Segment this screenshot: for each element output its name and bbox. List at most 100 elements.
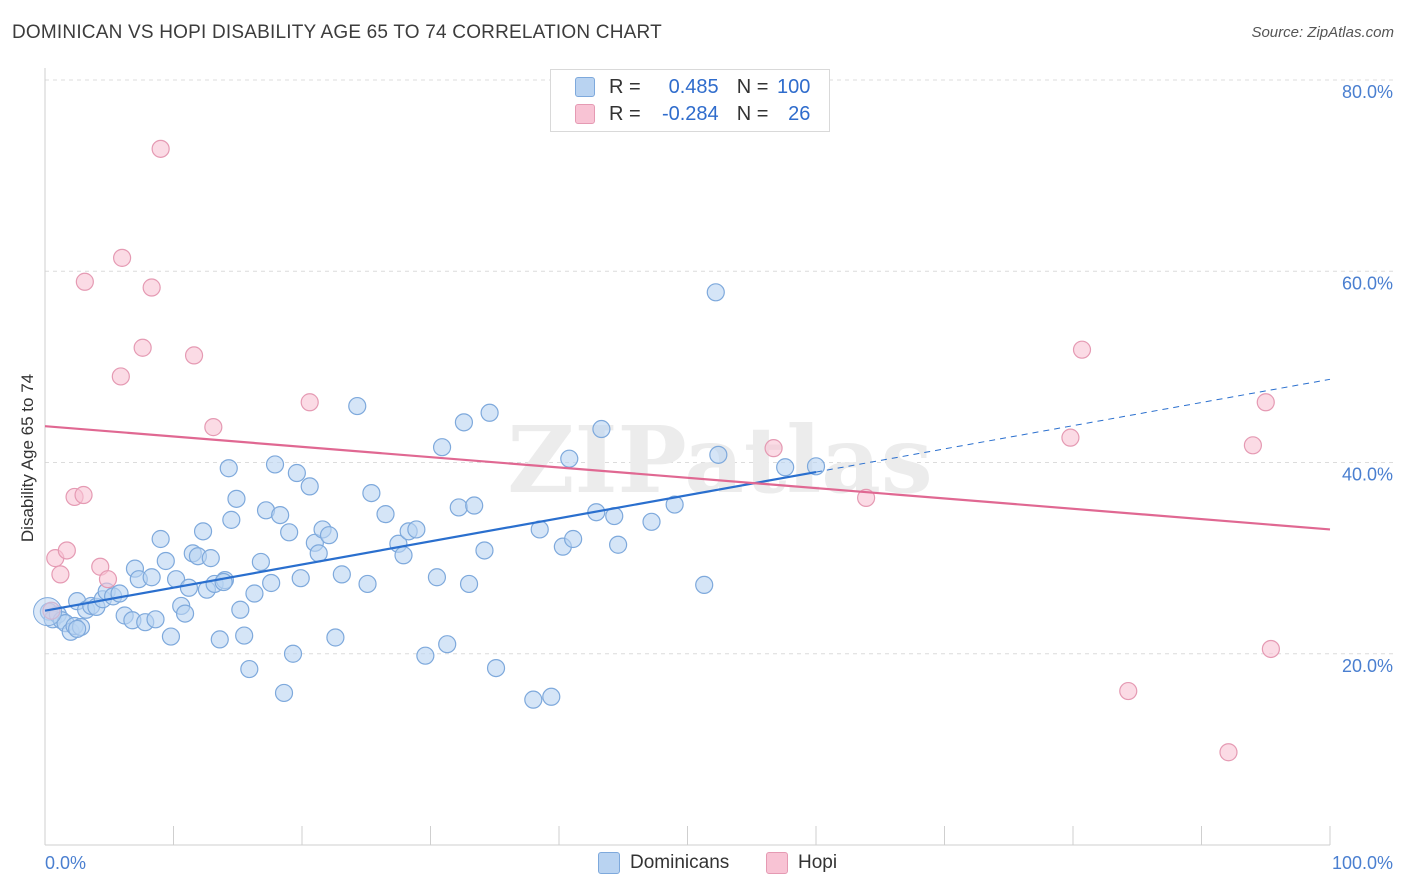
hopi-trendline bbox=[44, 425, 1331, 531]
hopi-point bbox=[98, 570, 118, 589]
dominican-point bbox=[251, 552, 270, 572]
dominican-point bbox=[245, 584, 264, 603]
dominican-point bbox=[362, 484, 381, 503]
dominican-point bbox=[706, 283, 725, 302]
dominican-point bbox=[283, 644, 303, 663]
dominican-point bbox=[394, 546, 413, 565]
dominican-point bbox=[376, 505, 395, 524]
legend-n-label: N = bbox=[736, 102, 769, 125]
dominican-point bbox=[309, 544, 328, 563]
hopi-point bbox=[1243, 436, 1263, 455]
hopi-point bbox=[184, 346, 204, 365]
hopi-point bbox=[1061, 428, 1080, 447]
dominican-point bbox=[459, 574, 479, 594]
dominican-point bbox=[175, 604, 195, 623]
hopi-point bbox=[74, 485, 93, 505]
dominican-point bbox=[227, 489, 246, 508]
dominican-point bbox=[642, 512, 661, 531]
legend-n-value: 26 bbox=[788, 102, 811, 125]
dominican-point bbox=[465, 496, 484, 515]
dominican-point bbox=[201, 549, 220, 568]
dominican-point bbox=[776, 458, 795, 477]
bottom-legend-label: Hopi bbox=[798, 852, 838, 873]
hopi-point bbox=[112, 248, 132, 267]
dominican-point bbox=[142, 568, 161, 587]
dominican-point bbox=[193, 522, 213, 541]
dominican-point bbox=[486, 658, 506, 678]
hopi-point bbox=[111, 367, 130, 386]
dominican-point bbox=[219, 459, 238, 478]
dominican-point bbox=[151, 529, 170, 549]
dominican-point bbox=[265, 455, 285, 474]
dominican-point bbox=[33, 597, 63, 627]
bottom-legend-hopi: Hopi bbox=[766, 852, 837, 874]
dominican-point bbox=[179, 578, 199, 597]
hopi-point bbox=[1072, 340, 1092, 359]
dominican-point bbox=[319, 526, 339, 545]
dominican-point bbox=[300, 477, 319, 496]
legend-n-value: 100 bbox=[777, 75, 811, 98]
x-tick-label: 100.0% bbox=[1332, 853, 1393, 873]
legend-swatch-blue bbox=[575, 77, 595, 97]
dominican-point bbox=[709, 445, 728, 464]
y-tick-label: 80.0% bbox=[1342, 82, 1393, 102]
dominican-point bbox=[564, 529, 583, 549]
dominican-point bbox=[262, 573, 281, 593]
hopi-point bbox=[1256, 393, 1275, 412]
hopi-point bbox=[204, 418, 223, 437]
dominican-point bbox=[210, 630, 229, 649]
legend-r-label: R = bbox=[609, 102, 641, 125]
dominican-point bbox=[665, 495, 684, 514]
hopi-point bbox=[133, 338, 152, 357]
y-tick-label: 60.0% bbox=[1342, 273, 1393, 293]
hopi-point bbox=[1261, 639, 1280, 659]
dominican-point bbox=[231, 600, 250, 619]
stats-legend: R = 0.485 N = 100 R = -0.284 N = 26 bbox=[550, 69, 830, 132]
dominican-point bbox=[156, 551, 175, 571]
dominican-point bbox=[407, 520, 426, 539]
legend-row-dominicans: R = 0.485 N = 100 bbox=[575, 74, 810, 100]
hopi-point bbox=[75, 272, 94, 291]
dominican-trendline bbox=[44, 470, 817, 612]
hopi-point bbox=[1119, 681, 1138, 701]
dominican-point bbox=[146, 610, 165, 629]
bottom-swatch-blue bbox=[598, 852, 620, 874]
hopi-point bbox=[151, 139, 170, 158]
dominican-point bbox=[438, 635, 457, 654]
dominican-point bbox=[480, 403, 499, 422]
dominican-point bbox=[560, 449, 579, 468]
bottom-legend: Dominicans Hopi bbox=[0, 852, 1406, 878]
legend-n-label: N = bbox=[736, 75, 769, 98]
dominican-point bbox=[287, 463, 306, 483]
dominican-point bbox=[348, 396, 367, 416]
hopi-point bbox=[764, 439, 783, 458]
y-tick-label: 20.0% bbox=[1342, 656, 1393, 676]
dominican-point bbox=[68, 619, 87, 638]
dominican-point bbox=[332, 565, 351, 584]
dominican-point bbox=[427, 568, 447, 587]
bottom-legend-dominicans: Dominicans bbox=[598, 852, 729, 874]
legend-r-value: 0.485 bbox=[668, 75, 719, 98]
legend-swatch-pink bbox=[575, 104, 595, 124]
hopi-point bbox=[57, 541, 76, 560]
legend-r-label: R = bbox=[609, 75, 641, 98]
dominican-point bbox=[240, 659, 259, 679]
legend-row-hopi: R = -0.284 N = 26 bbox=[575, 101, 810, 127]
dominican-point bbox=[542, 687, 561, 706]
dominican-point bbox=[432, 438, 452, 457]
dominican-point bbox=[222, 510, 241, 529]
dominican-point bbox=[280, 523, 299, 542]
dominican-point bbox=[475, 541, 494, 560]
dominican-point bbox=[214, 572, 233, 592]
y-tick-label: 40.0% bbox=[1342, 465, 1393, 485]
dominican-point bbox=[449, 498, 468, 517]
y-axis-label: Disability Age 65 to 74 bbox=[18, 373, 37, 543]
dominican-point bbox=[806, 457, 826, 476]
dominican-point bbox=[592, 419, 611, 439]
dominican-point bbox=[358, 574, 377, 594]
source-label: Source: ZipAtlas.com bbox=[1251, 24, 1394, 41]
hopi-point bbox=[857, 488, 876, 507]
dominican-point bbox=[235, 626, 254, 645]
dominican-point bbox=[454, 413, 474, 432]
hopi-point bbox=[300, 393, 319, 412]
